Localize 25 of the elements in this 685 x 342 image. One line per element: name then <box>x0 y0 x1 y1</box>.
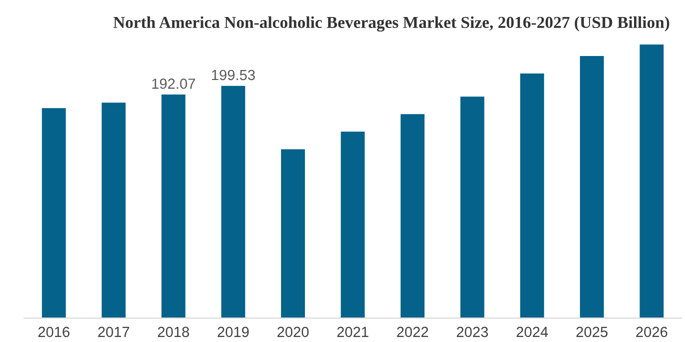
x-tick-label: 2019 <box>218 326 249 338</box>
bar <box>400 114 425 318</box>
data-label: 192.07 <box>152 78 195 89</box>
x-tick-label: 2017 <box>98 326 130 338</box>
bar <box>161 94 186 318</box>
x-tick-label: 2022 <box>397 326 428 338</box>
chart-title: North America Non-alcoholic Beverages Market Size, 2016-2027 (USD Billion) <box>113 16 670 32</box>
bar <box>340 132 365 318</box>
x-tick-label: 2018 <box>158 326 190 338</box>
bar <box>460 96 484 318</box>
x-tick-label: 2021 <box>337 326 368 338</box>
data-label: 199.53 <box>212 70 255 80</box>
x-tick-label: 2024 <box>516 326 548 338</box>
x-tick-label: 2016 <box>38 326 70 338</box>
x-tick-label: 2026 <box>636 326 668 338</box>
bar <box>42 108 66 318</box>
bar <box>520 74 544 318</box>
bar <box>102 102 126 318</box>
x-tick-label: 2023 <box>456 326 488 338</box>
bar <box>221 86 246 318</box>
x-tick-label: 2020 <box>278 326 309 338</box>
bar <box>580 56 604 318</box>
x-tick-label: 2025 <box>576 326 608 338</box>
bar <box>640 44 664 318</box>
bar <box>281 149 305 318</box>
